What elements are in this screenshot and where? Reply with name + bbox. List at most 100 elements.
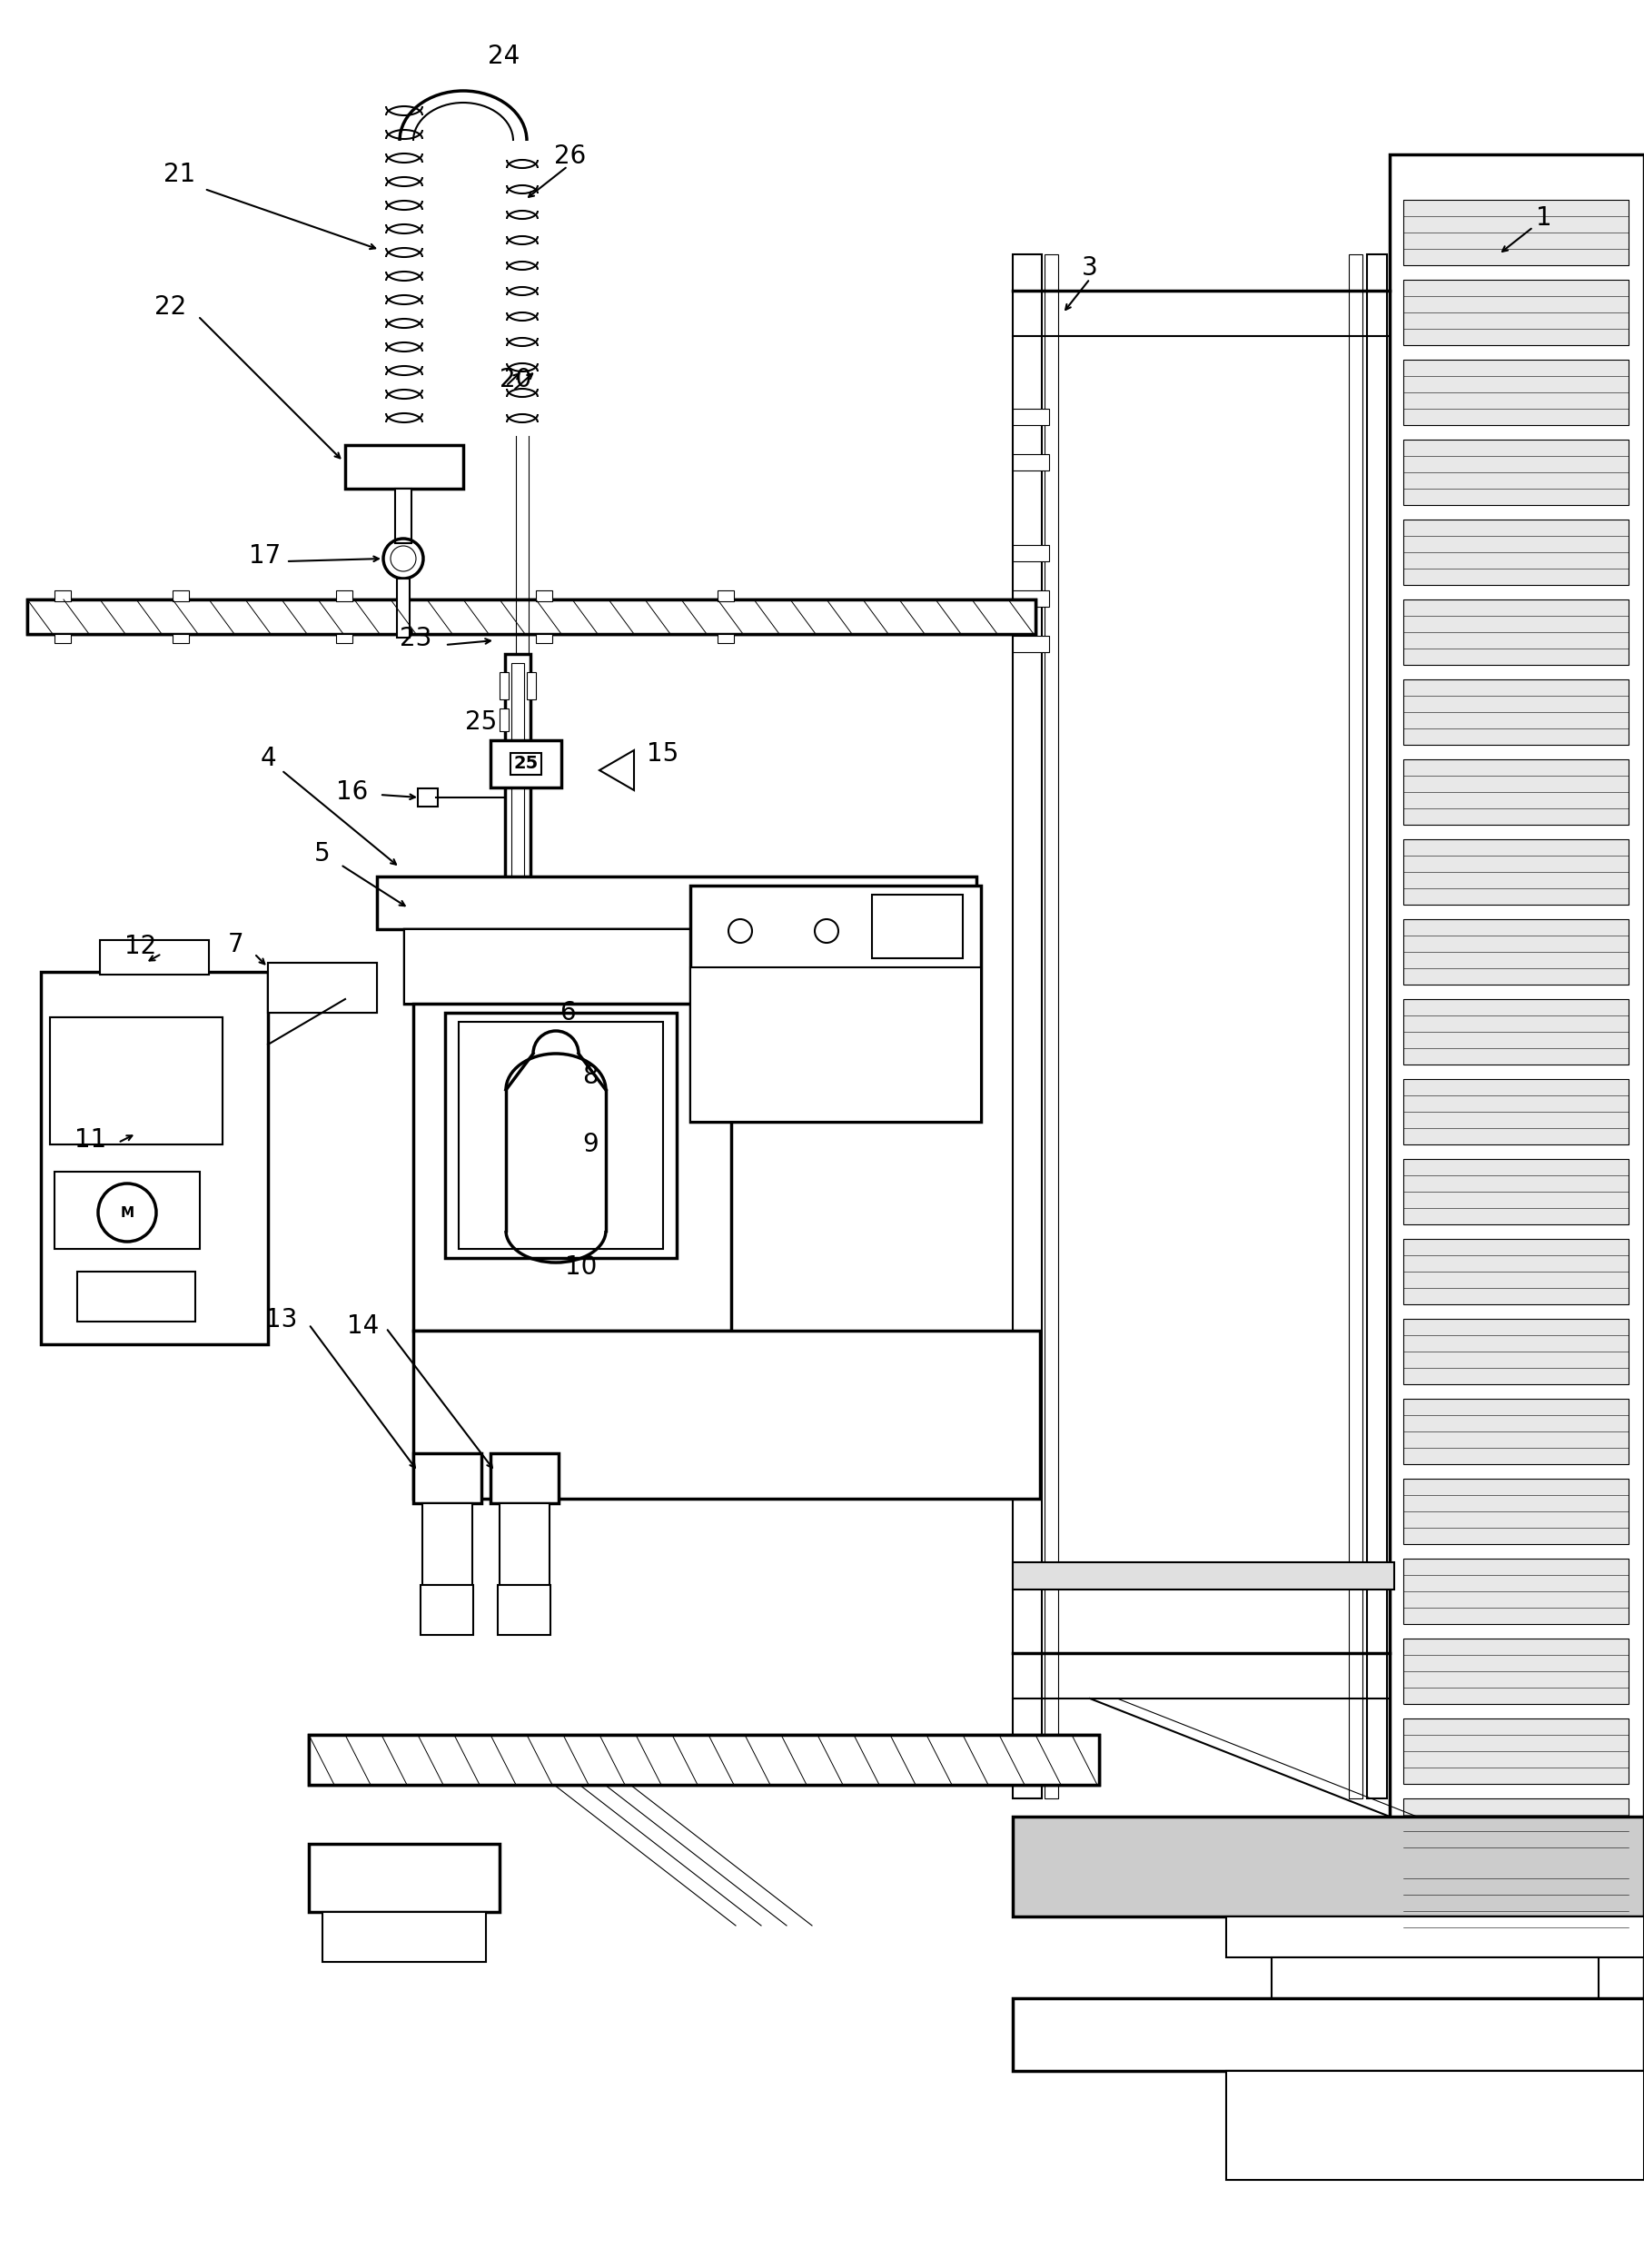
Bar — [173, 635, 189, 644]
Bar — [54, 1173, 201, 1250]
Bar — [498, 1585, 551, 1635]
Bar — [404, 930, 958, 1005]
Bar — [1013, 1563, 1394, 1590]
Bar — [322, 1912, 487, 1962]
Bar — [1013, 1817, 1644, 1916]
Text: M: M — [120, 1207, 135, 1220]
Text: 13: 13 — [265, 1306, 298, 1334]
Bar — [418, 789, 437, 807]
Bar — [511, 662, 524, 1191]
Bar — [536, 590, 552, 601]
Bar — [490, 739, 561, 787]
Bar — [1404, 1238, 1629, 1304]
Bar — [1404, 599, 1629, 665]
Bar — [690, 968, 981, 1123]
Bar — [28, 599, 1036, 635]
Bar — [717, 635, 733, 644]
Bar — [1348, 254, 1363, 1799]
Bar — [1226, 2071, 1644, 2180]
Bar — [309, 1735, 1100, 1785]
Bar — [690, 968, 981, 1123]
Bar — [395, 488, 411, 542]
Bar — [1013, 254, 1042, 1799]
Bar — [1366, 254, 1388, 1799]
Text: 6: 6 — [559, 1000, 575, 1025]
Text: 22: 22 — [155, 295, 187, 320]
Bar — [690, 885, 981, 1123]
Bar — [376, 875, 977, 930]
Bar — [1404, 200, 1629, 265]
Text: 10: 10 — [566, 1254, 597, 1279]
Bar — [413, 1331, 1041, 1499]
Bar — [1404, 680, 1629, 744]
Text: 20: 20 — [500, 367, 533, 392]
Bar — [446, 1014, 677, 1259]
Bar — [1404, 1479, 1629, 1545]
Bar — [536, 635, 552, 644]
Bar — [871, 894, 963, 959]
Bar — [1389, 154, 1644, 2062]
Bar — [1404, 1000, 1629, 1064]
Bar — [490, 1454, 559, 1504]
Bar — [345, 445, 464, 488]
Text: 1: 1 — [1535, 206, 1552, 231]
Polygon shape — [600, 751, 635, 789]
Bar — [413, 1454, 482, 1504]
Bar — [1404, 919, 1629, 984]
Bar — [1404, 519, 1629, 585]
Bar — [309, 1735, 1100, 1785]
Bar — [1404, 760, 1629, 826]
Bar — [1013, 635, 1049, 653]
Bar — [1404, 440, 1629, 506]
Bar — [28, 599, 1036, 635]
Bar — [500, 708, 508, 730]
Bar — [173, 590, 189, 601]
Text: 26: 26 — [554, 143, 587, 168]
Bar — [49, 1018, 222, 1145]
Bar — [1404, 1159, 1629, 1225]
Bar — [1404, 1318, 1629, 1383]
Text: 17: 17 — [250, 542, 281, 569]
Bar — [396, 578, 409, 637]
Bar — [49, 1018, 222, 1145]
Bar — [1044, 254, 1059, 1799]
Text: 21: 21 — [164, 161, 196, 186]
Bar — [1404, 1080, 1629, 1145]
Text: 23: 23 — [399, 626, 432, 651]
Bar — [376, 875, 977, 930]
Bar — [421, 1585, 473, 1635]
Bar — [54, 635, 71, 644]
Text: 12: 12 — [125, 934, 156, 959]
Text: 14: 14 — [347, 1313, 380, 1338]
Bar — [376, 875, 977, 930]
Bar — [1404, 1558, 1629, 1624]
Text: 15: 15 — [648, 742, 679, 767]
Bar — [413, 1005, 732, 1331]
Bar — [505, 653, 531, 1200]
Bar — [100, 939, 209, 975]
Text: 16: 16 — [337, 780, 368, 805]
Bar — [1404, 279, 1629, 345]
Text: 5: 5 — [314, 841, 330, 866]
Bar — [54, 590, 71, 601]
Bar — [1404, 1878, 1629, 1944]
Text: 11: 11 — [76, 1127, 107, 1152]
Bar — [1013, 1998, 1644, 2071]
Bar — [413, 1005, 732, 1331]
Bar — [1404, 1399, 1629, 1465]
Bar — [423, 1504, 472, 1585]
Bar — [335, 590, 352, 601]
Bar — [717, 590, 733, 601]
Text: 24: 24 — [488, 43, 520, 68]
Bar — [526, 671, 536, 699]
Text: 4: 4 — [260, 746, 276, 771]
Bar — [1013, 454, 1049, 469]
Bar — [268, 964, 376, 1014]
Bar — [1013, 590, 1049, 608]
Bar — [41, 973, 268, 1345]
Bar — [1404, 1719, 1629, 1785]
Bar — [309, 1844, 500, 1912]
Text: 8: 8 — [582, 1064, 598, 1089]
Bar — [268, 964, 376, 1014]
Bar — [1404, 361, 1629, 424]
